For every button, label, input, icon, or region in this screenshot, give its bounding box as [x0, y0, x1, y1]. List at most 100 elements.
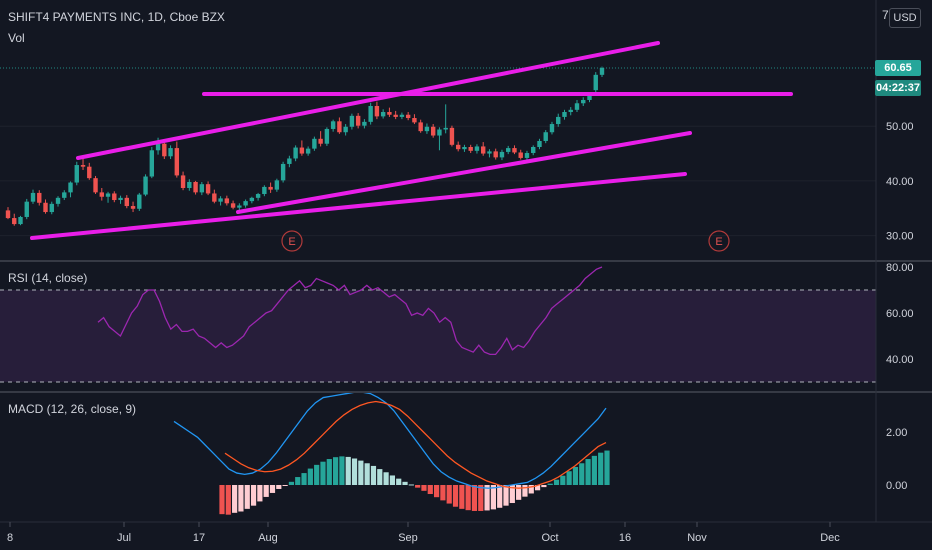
candle-body — [112, 193, 117, 201]
macd-histogram-bar — [585, 459, 591, 485]
macd-plot — [173, 391, 610, 515]
rsi-tick-label: 80.00 — [886, 262, 914, 274]
macd-histogram-bar — [351, 458, 358, 485]
macd-histogram-bar — [345, 456, 351, 485]
candle-body — [506, 148, 511, 152]
macd-histogram-bar — [490, 485, 496, 510]
candle-body — [455, 144, 461, 150]
candle-body — [387, 112, 392, 115]
macd-histogram-bar — [452, 485, 459, 507]
trendline — [76, 41, 660, 160]
candle-body — [243, 201, 248, 206]
macd-histogram-bar — [301, 473, 307, 485]
price-tick-label: 40.00 — [886, 176, 914, 188]
candle-body — [518, 152, 523, 158]
macd-histogram-bar — [579, 463, 585, 485]
candle-body — [481, 146, 486, 154]
macd-histogram-bar — [604, 450, 610, 485]
candle-body — [318, 138, 323, 144]
candle-body — [87, 166, 92, 179]
axes: 50.00 40.00 30.00 80.00 60.00 40.00 2.00 0.00 8 J… — [7, 121, 914, 544]
macd-histogram-bar — [446, 485, 452, 504]
time-tick-label: Aug — [258, 532, 278, 544]
candle-body — [268, 186, 273, 190]
earnings-event-label: E — [715, 236, 722, 248]
earnings-event — [281, 230, 303, 252]
time-tick-label: Sep — [398, 532, 418, 544]
candle-body — [274, 180, 280, 190]
candle-body — [374, 105, 380, 117]
candle-body — [399, 114, 405, 117]
candle-body — [499, 151, 505, 158]
candle-body — [255, 194, 261, 198]
candle-body — [556, 116, 561, 125]
macd-histogram-bar — [440, 485, 446, 501]
time-tick-label: Oct — [541, 532, 558, 544]
macd-tick-label: 2.00 — [886, 427, 907, 439]
candle-body — [305, 148, 311, 154]
macd-histogram-bar — [421, 485, 427, 491]
macd-histogram-bar — [257, 485, 263, 502]
candle-body — [99, 192, 104, 197]
candle-body — [80, 165, 86, 167]
macd-line — [173, 391, 607, 489]
macd-histogram-bar — [295, 477, 301, 485]
macd-histogram-bar — [288, 481, 295, 485]
candle-body — [412, 118, 417, 123]
candle-body — [587, 95, 592, 100]
candle-body — [468, 146, 473, 151]
macd-histogram-bar — [339, 456, 345, 485]
candle-body — [380, 112, 386, 117]
macd-histogram-bar — [598, 452, 604, 485]
candle-body — [68, 182, 73, 193]
macd-histogram-bar — [541, 485, 547, 488]
macd-histogram-bar — [377, 469, 383, 485]
candle-body — [474, 146, 480, 151]
signal-line — [224, 400, 607, 489]
macd-histogram-bar — [314, 464, 320, 485]
candle-body — [543, 132, 548, 141]
candle-body — [487, 151, 492, 154]
volume-label: Vol — [8, 31, 25, 45]
candle-body — [30, 192, 36, 202]
macd-histogram-bar — [326, 459, 332, 485]
candle-body — [193, 181, 198, 193]
candle-body — [531, 146, 536, 154]
candle-body — [355, 115, 361, 126]
candle-body — [437, 129, 442, 136]
candle-body — [562, 112, 567, 117]
candle-body — [55, 197, 61, 204]
candle-body — [512, 148, 517, 153]
candle-body — [293, 147, 298, 159]
candle-body — [155, 143, 161, 151]
macd-histogram-bar — [333, 457, 339, 485]
macd-tick-label: 0.00 — [886, 480, 907, 492]
rsi-plot — [0, 266, 876, 383]
candle-body — [299, 147, 305, 154]
time-tick-label: 16 — [619, 532, 631, 544]
rsi-tick-label: 60.00 — [886, 308, 914, 320]
candle-body — [49, 203, 54, 213]
candle-body — [430, 126, 436, 136]
candle-body — [593, 74, 598, 91]
candle-body — [137, 194, 142, 209]
macd-histogram-bar — [553, 479, 560, 485]
macd-histogram-bar — [572, 466, 579, 485]
macd-histogram-bar — [232, 485, 238, 513]
macd-histogram-bar — [269, 485, 276, 493]
trendlines — [30, 41, 793, 240]
macd-histogram-bar — [433, 485, 440, 498]
currency-button[interactable]: USD — [889, 8, 921, 28]
macd-histogram-bar — [320, 461, 326, 485]
candle-body — [337, 121, 342, 133]
macd-histogram-bar — [238, 485, 244, 512]
candle-body — [418, 122, 423, 132]
candle-body — [218, 198, 223, 202]
macd-histogram-bar — [244, 485, 250, 509]
macd-histogram-bar — [591, 455, 597, 485]
earnings-event-label: E — [288, 236, 295, 248]
candle-body — [124, 197, 129, 207]
candle-body — [287, 158, 292, 164]
candle-body — [74, 165, 79, 183]
candle-body — [105, 193, 111, 197]
